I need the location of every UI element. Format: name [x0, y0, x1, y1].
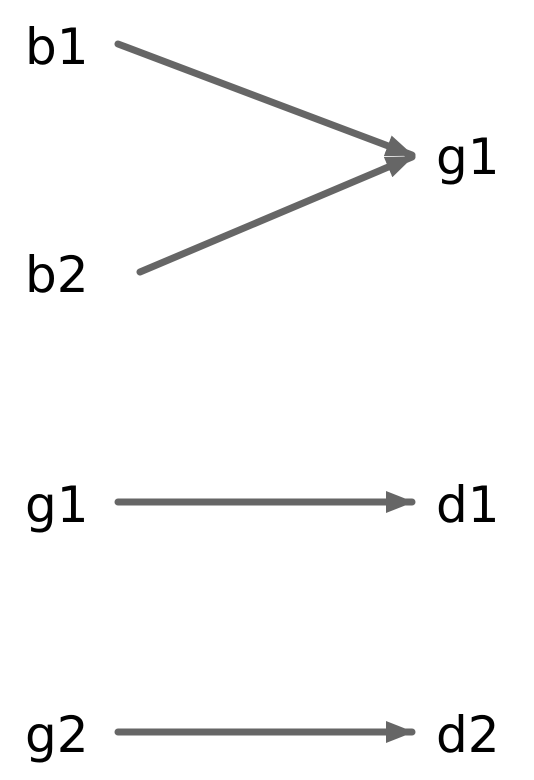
node-b1: b1	[25, 18, 89, 76]
node-g2: g2	[25, 706, 89, 764]
node-d2: d2	[436, 706, 500, 764]
node-g1-bottom: g1	[25, 476, 89, 534]
node-d1: d1	[436, 476, 500, 534]
edge-b2-to-g1	[136, 153, 416, 276]
node-b2: b2	[25, 246, 89, 304]
node-g1-top: g1	[436, 128, 500, 186]
edge-b1-to-g1	[114, 40, 416, 159]
